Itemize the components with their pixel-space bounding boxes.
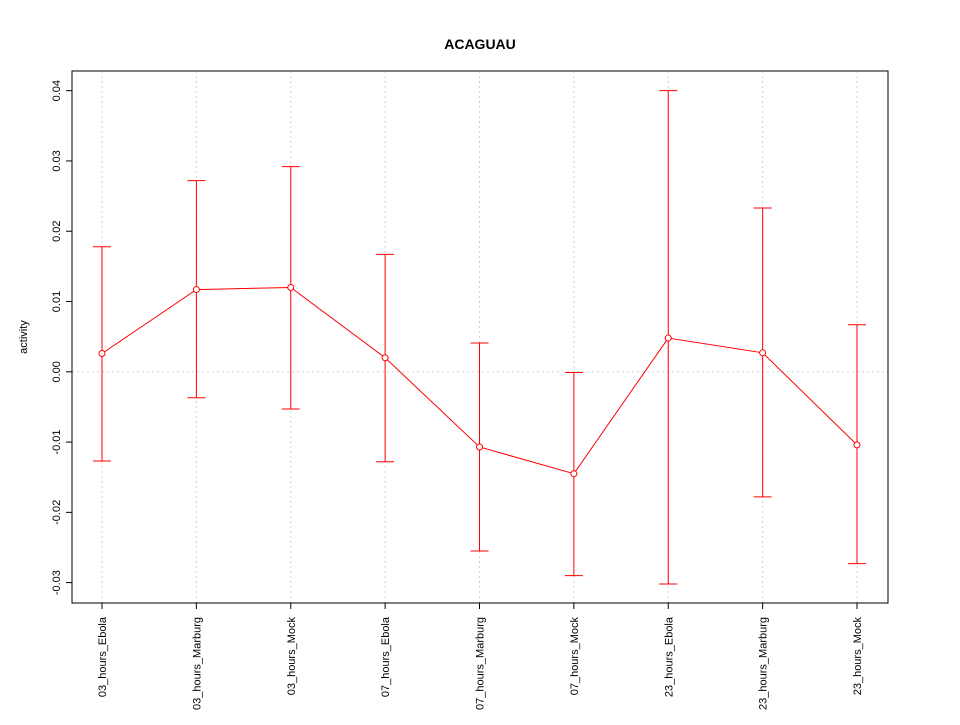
data-point: [759, 349, 767, 357]
series-marks: [93, 90, 866, 585]
y-tick-label: 0.00: [51, 361, 63, 382]
x-tick-label: 23_hours_Marburg: [758, 617, 770, 710]
y-tick-label: 0.04: [51, 80, 63, 101]
data-point: [287, 283, 295, 291]
y-tick-label: -0.01: [51, 430, 63, 455]
data-point: [664, 334, 672, 342]
y-tick-label: -0.03: [51, 570, 63, 595]
x-tick-label: 03_hours_Marburg: [191, 617, 203, 710]
x-tick-label: 23_hours_Ebola: [663, 616, 675, 697]
x-tick-label: 23_hours_Mock: [852, 617, 864, 696]
x-tick-label: 07_hours_Mock: [569, 617, 581, 696]
x-tick-label: 03_hours_Ebola: [97, 616, 109, 697]
data-point: [570, 470, 578, 478]
chart-title: ACAGUAU: [444, 36, 516, 52]
y-tick-label: 0.02: [51, 221, 63, 242]
y-tick-label: -0.02: [51, 500, 63, 525]
data-point: [476, 443, 483, 451]
y-axis-label: activity: [18, 320, 30, 354]
data-point: [381, 354, 389, 362]
y-tick-label: 0.01: [51, 291, 63, 312]
x-tick-label: 07_hours_Ebola: [380, 616, 392, 697]
data-point: [853, 441, 861, 449]
data-point: [192, 286, 200, 294]
x-tick-label: 07_hours_Marburg: [475, 617, 487, 710]
data-point: [98, 350, 106, 358]
axes: -0.03 -0.02 -0.01 0.00 0.01 0.02 0.03 0.04 03_ho…: [51, 70, 889, 710]
y-tick-label: 0.03: [51, 150, 63, 171]
x-tick-label: 03_hours_Mock: [286, 617, 298, 696]
